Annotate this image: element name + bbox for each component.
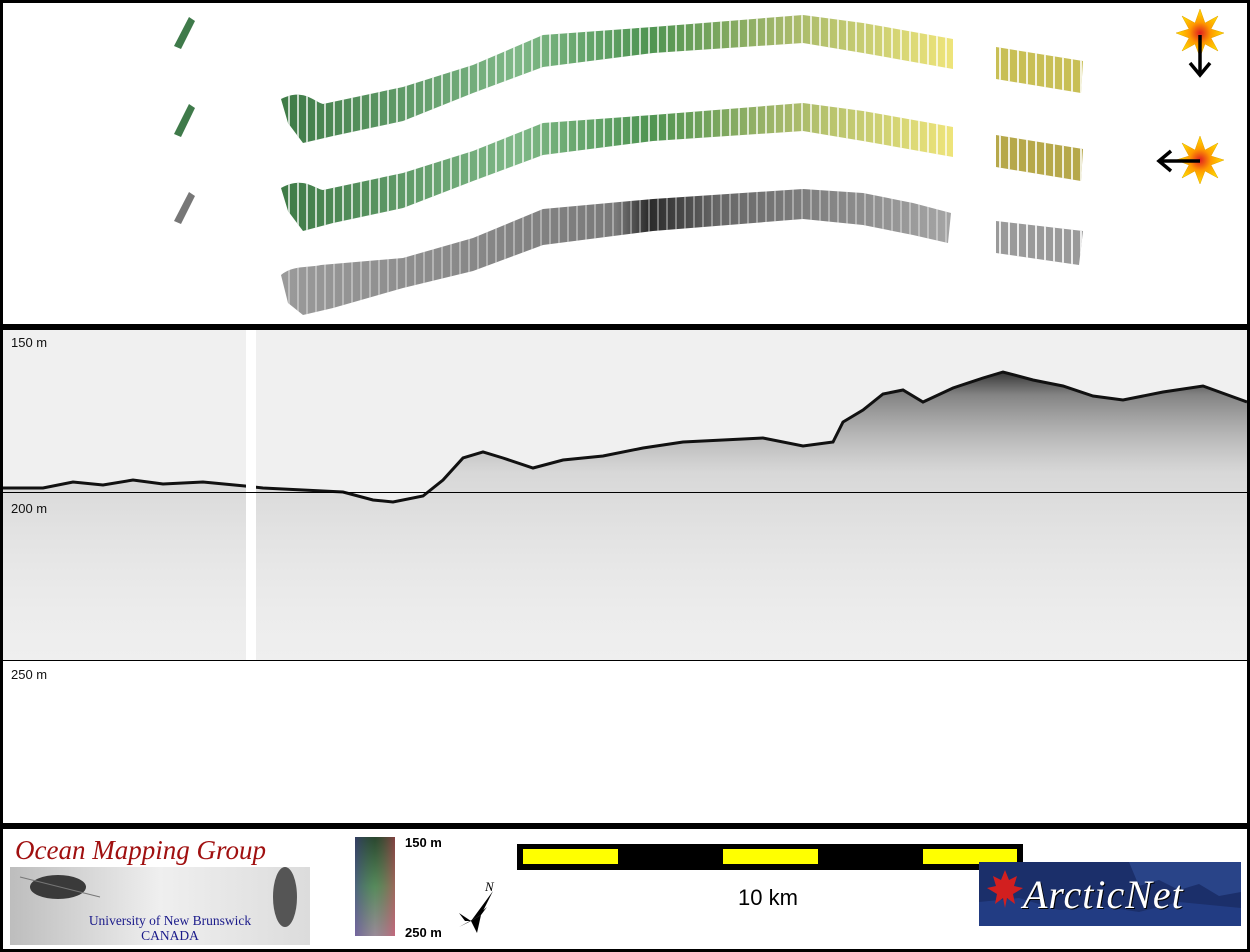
swath-relief-east [281, 103, 1083, 231]
scale-label: 10 km [738, 885, 798, 910]
scale-segment [923, 849, 1017, 864]
depth-label-250: 250 m [11, 667, 48, 682]
arcticnet-logo: ArcticNet [979, 862, 1241, 926]
scale-segment [523, 849, 618, 864]
depth-colorbar [355, 837, 395, 936]
colorbar-top-label: 150 m [405, 835, 442, 850]
swath-backscatter [281, 189, 1083, 315]
ocean-mapping-group-logo-title: Ocean Mapping Group [15, 835, 266, 865]
arcticnet-wordmark: ArcticNet [1023, 872, 1184, 917]
university-label: University of New Brunswick CANADA [65, 913, 275, 943]
depth-label-200: 200 m [11, 501, 48, 516]
colorbar-bottom-label: 250 m [405, 925, 442, 940]
depth-label-150: 150 m [11, 335, 48, 350]
arrow-left-icon [1156, 149, 1200, 173]
swath-relief-north [281, 15, 1083, 143]
country-name: CANADA [141, 928, 199, 943]
map-panel [3, 3, 1247, 324]
data-gap [246, 330, 256, 662]
profile-panel: 150 m 200 m 250 m [3, 330, 1247, 823]
compass-north-label: N [484, 879, 495, 894]
swath-map [174, 8, 1225, 315]
ocean-mapping-group-logo-image [10, 867, 310, 945]
university-name: University of New Brunswick [88, 913, 252, 928]
maple-leaf-icon [987, 870, 1023, 908]
swath-segment-small [174, 17, 195, 224]
north-arrow-icon: N [459, 879, 495, 933]
seafloor-reflector [3, 372, 1247, 660]
legend-panel: Ocean Mapping Group University of New Br… [3, 829, 1247, 949]
seafloor-line [3, 370, 1247, 504]
arcticnet-map-bg [979, 862, 1241, 926]
scale-bar [517, 844, 1023, 870]
scale-segment [723, 849, 818, 864]
subbottom-profile [3, 330, 1247, 662]
arrow-down-icon [1188, 35, 1212, 78]
